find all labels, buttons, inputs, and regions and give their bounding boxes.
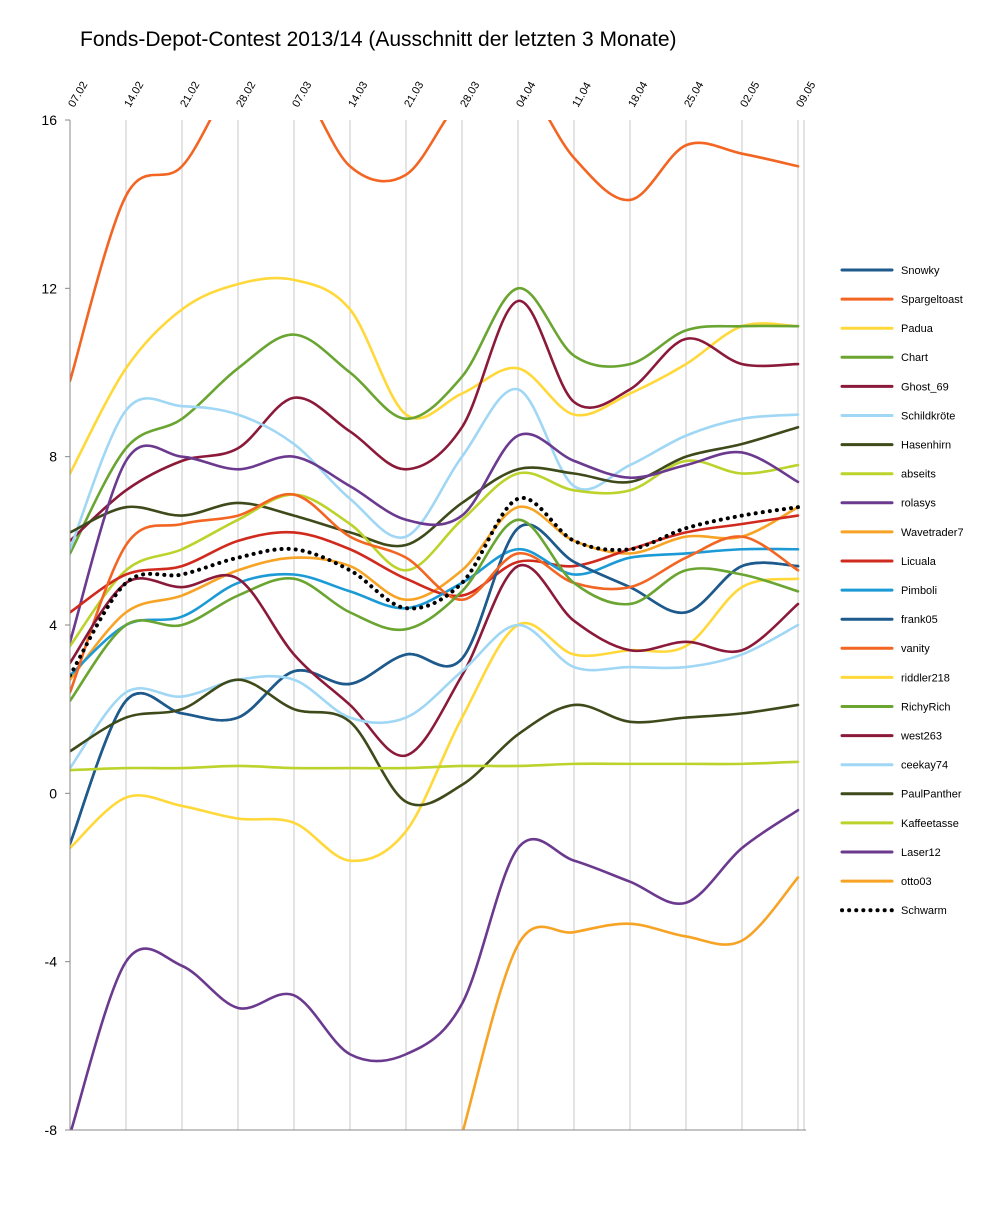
legend-label: vanity <box>901 643 930 655</box>
series-line <box>70 514 800 614</box>
legend-label: riddler218 <box>901 672 950 684</box>
series-line <box>70 678 800 807</box>
legend-label: Spargeltoast <box>901 294 963 306</box>
series-line <box>70 563 800 757</box>
y-tick-label: -8 <box>45 1122 58 1138</box>
legend-label: Laser12 <box>901 847 941 859</box>
x-tick-label: 11.04 <box>570 80 594 109</box>
legend-label: Schildkröte <box>901 410 955 422</box>
series-line <box>461 876 800 1130</box>
legend-label: rolasys <box>901 498 936 510</box>
series-line <box>70 523 800 846</box>
legend-label: ceekay74 <box>901 760 948 772</box>
series-line <box>70 577 800 863</box>
series-line <box>70 459 800 648</box>
x-tick-label: 14.03 <box>346 80 370 110</box>
legend-label: abseits <box>901 469 936 481</box>
x-tick-label: 28.02 <box>234 80 258 110</box>
legend-label: Wavetrader7 <box>901 527 964 539</box>
plot-lines <box>70 120 800 1130</box>
legend-label: otto03 <box>901 876 932 888</box>
x-tick-label: 21.02 <box>178 80 202 110</box>
series-line <box>70 120 800 383</box>
series-line <box>70 760 800 772</box>
y-tick-label: 16 <box>41 112 57 128</box>
series-line <box>70 547 800 677</box>
legend-label: Chart <box>901 352 928 364</box>
x-tick-label: 28.03 <box>458 80 482 110</box>
series-line <box>70 387 800 551</box>
legend-label: Licuala <box>901 556 937 568</box>
y-tick-label: 8 <box>49 449 57 465</box>
legend-label: PaulPanther <box>901 789 962 801</box>
series-line <box>70 523 800 846</box>
series-line <box>70 425 800 548</box>
series-line <box>70 808 800 1130</box>
legend-label: Schwarm <box>901 905 947 917</box>
chart-title: Fonds-Depot-Contest 2013/14 (Ausschnitt … <box>80 28 677 51</box>
legend-label: RichyRich <box>901 701 951 713</box>
y-tick-label: -4 <box>45 954 58 970</box>
legend-label: frank05 <box>901 614 938 626</box>
y-tick-label: 4 <box>49 617 57 633</box>
series-line <box>70 505 800 682</box>
x-tick-label: 18.04 <box>626 80 650 110</box>
series-line <box>70 432 800 644</box>
x-tick-label: 07.02 <box>66 80 90 110</box>
series-line <box>70 299 800 543</box>
x-tick-label: 21.03 <box>402 80 426 110</box>
legend-label: Snowky <box>901 265 940 277</box>
x-tick-label: 04.04 <box>514 80 538 110</box>
x-tick-label: 25.04 <box>682 80 706 110</box>
x-tick-label: 14.02 <box>122 80 146 110</box>
legend: Snowky Spargeltoast Padua Chart Ghost_69 Schi… <box>840 265 964 917</box>
y-tick-label: 0 <box>49 785 57 801</box>
series-line <box>70 492 800 694</box>
x-tick-label: 09.05 <box>794 80 818 110</box>
legend-label: Padua <box>901 323 934 335</box>
legend-label: Hasenhirn <box>901 440 951 452</box>
legend-label: west263 <box>900 731 942 743</box>
legend-label: Kaffeetasse <box>901 818 959 830</box>
series-line <box>70 623 800 770</box>
series-line <box>70 287 800 555</box>
series-line <box>70 496 800 678</box>
x-tick-label: 02.05 <box>738 80 762 110</box>
x-tick-label: 07.03 <box>290 80 314 110</box>
legend-label: Ghost_69 <box>901 381 949 393</box>
axes: 07.02 14.02 21.02 28.02 07.03 14.03 21.03 28.03… <box>41 80 818 1138</box>
legend-label: Pimboli <box>901 585 937 597</box>
series-line <box>70 276 800 475</box>
y-tick-label: 12 <box>41 280 57 296</box>
series-line <box>70 518 800 703</box>
